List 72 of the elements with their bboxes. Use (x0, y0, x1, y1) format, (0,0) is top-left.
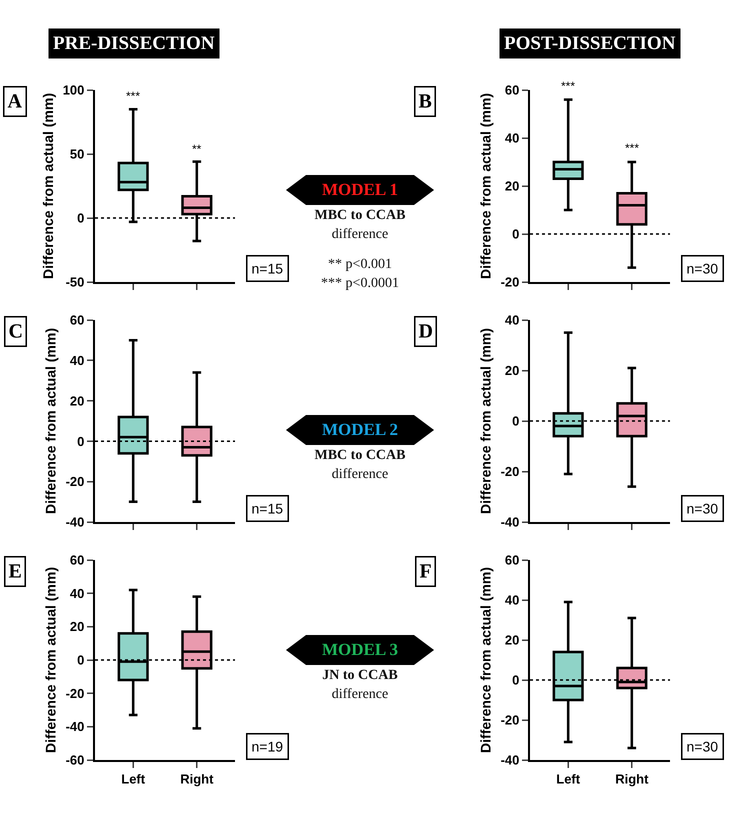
y-tick-label: -20 (500, 464, 520, 480)
y-tick-label: 0 (77, 652, 84, 668)
chart-subtitle: POST-DISSECTION (504, 33, 676, 54)
y-axis-title: Difference from actual (mm) (42, 328, 59, 514)
chart-title: A (8, 90, 22, 112)
y-tick-label: -50 (66, 274, 84, 290)
y-tick-label: -40 (500, 752, 520, 768)
x-tick-label: Left (121, 772, 146, 787)
y-tick-label: 40 (504, 130, 520, 146)
chart-title: F (420, 560, 432, 582)
x-tick-label: Right (615, 772, 650, 787)
text: MBC to CCAB (314, 208, 406, 224)
annotation: *** (625, 141, 640, 155)
chart-title: E (8, 560, 22, 582)
text: *** p<0.0001 (320, 276, 400, 292)
y-tick-label: 0 (512, 226, 520, 242)
y-tick-label: 40 (504, 592, 520, 608)
text: MBC to CCAB (314, 448, 406, 464)
y-tick-label: -40 (500, 514, 520, 530)
y-tick-label: 100 (62, 82, 84, 98)
chart-title: D (418, 320, 433, 342)
y-axis-title: Difference from actual (mm) (40, 93, 56, 279)
text: MODEL 1 (306, 175, 414, 205)
annotation: *** (561, 79, 576, 93)
text: MODEL 3 (306, 635, 414, 665)
text: JN to CCAB (321, 668, 399, 684)
text: MODEL 2 (306, 415, 414, 445)
y-tick-label: 20 (504, 632, 520, 648)
y-tick-label: -20 (66, 474, 84, 490)
y-tick-label: 60 (70, 312, 84, 328)
y-tick-label: 0 (512, 414, 520, 429)
y-tick-label: -40 (66, 719, 84, 734)
y-tick-label: 40 (504, 312, 520, 328)
y-tick-label: 20 (504, 363, 520, 378)
y-tick-label: 40 (70, 586, 84, 601)
x-tick-label: Left (556, 772, 581, 787)
text: n=15 (252, 260, 284, 276)
text: n=30 (686, 738, 718, 754)
y-tick-label: -20 (66, 686, 84, 701)
text: difference (330, 467, 390, 483)
chart-title: B (418, 90, 432, 112)
y-tick-label: -40 (66, 514, 84, 530)
y-tick-label: 50 (70, 146, 84, 162)
text: n=19 (252, 738, 284, 754)
y-tick-label: 20 (70, 393, 84, 408)
y-tick-label: 0 (77, 210, 84, 226)
chart-subtitle: PRE-DISSECTION (53, 33, 215, 54)
y-tick-label: 0 (77, 434, 84, 449)
text: difference (330, 687, 390, 703)
chart-title: C (8, 320, 23, 342)
text: n=15 (252, 500, 284, 516)
text: difference (330, 227, 390, 243)
y-tick-label: 60 (504, 552, 520, 568)
annotation: ** (192, 142, 202, 156)
y-tick-label: 60 (70, 552, 84, 568)
y-axis-title: Difference from actual (mm) (478, 93, 494, 279)
text: ** p<0.001 (328, 257, 392, 272)
y-tick-label: 20 (504, 178, 520, 194)
y-tick-label: -60 (66, 752, 84, 768)
y-tick-label: 20 (70, 619, 84, 634)
y-tick-label: -20 (500, 712, 520, 728)
x-tick-label: Right (180, 772, 214, 787)
text: n=30 (686, 260, 718, 276)
annotation: *** (126, 89, 140, 103)
y-tick-label: -20 (500, 274, 520, 290)
y-tick-label: 40 (70, 352, 84, 368)
y-axis-title: Difference from actual (mm) (42, 567, 59, 753)
y-axis-title: Difference from actual (mm) (478, 567, 494, 753)
y-tick-label: 60 (504, 82, 520, 98)
y-axis-title: Difference from actual (mm) (478, 328, 494, 514)
text: n=30 (686, 500, 718, 516)
y-tick-label: 0 (512, 672, 520, 688)
